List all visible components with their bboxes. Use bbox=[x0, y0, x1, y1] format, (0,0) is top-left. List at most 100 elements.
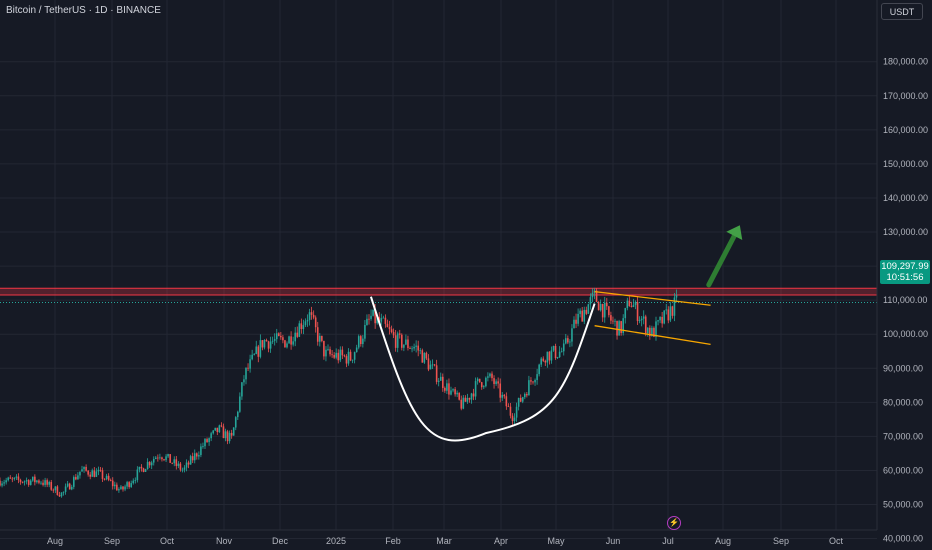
candle-body bbox=[245, 367, 247, 380]
candle-body bbox=[17, 476, 20, 480]
candle-body bbox=[499, 383, 501, 398]
candle-body bbox=[66, 483, 69, 487]
candle-body bbox=[48, 482, 50, 485]
candle-body bbox=[647, 327, 649, 334]
candle-body bbox=[673, 297, 676, 316]
candle-body bbox=[56, 486, 59, 496]
chart-grid bbox=[0, 0, 877, 540]
x-tick-label: 2025 bbox=[326, 536, 346, 546]
candle-body bbox=[427, 358, 430, 370]
y-tick-label: 100,000.00 bbox=[883, 329, 928, 339]
candle-body bbox=[278, 333, 280, 336]
candle-body bbox=[464, 397, 467, 402]
candlestick-series bbox=[0, 287, 678, 498]
candle-body bbox=[163, 459, 165, 461]
candle-body bbox=[294, 332, 296, 342]
candle-body bbox=[544, 360, 547, 363]
candle-body bbox=[357, 336, 360, 348]
candle-body bbox=[366, 318, 368, 325]
candle-body bbox=[144, 469, 147, 472]
candle-body bbox=[567, 338, 569, 343]
candle-body bbox=[40, 482, 42, 484]
candle-body bbox=[13, 477, 16, 479]
candle-body bbox=[540, 358, 542, 365]
candle-body bbox=[109, 480, 112, 481]
candle-body bbox=[618, 321, 620, 336]
candle-body bbox=[5, 480, 7, 483]
candle-body bbox=[224, 431, 227, 439]
candle-body bbox=[335, 352, 337, 358]
candle-body bbox=[437, 380, 440, 382]
candle-body bbox=[25, 480, 28, 482]
candle-body bbox=[218, 425, 221, 433]
candle-body bbox=[148, 461, 151, 466]
candle-body bbox=[665, 309, 668, 311]
candle-body bbox=[220, 425, 223, 427]
currency-button[interactable]: USDT bbox=[881, 3, 923, 20]
candle-body bbox=[292, 341, 294, 345]
candle-body bbox=[589, 297, 592, 305]
resistance-zone[interactable] bbox=[0, 287, 877, 304]
candle-body bbox=[189, 456, 192, 465]
candle-body bbox=[419, 350, 422, 352]
candle-body bbox=[413, 346, 415, 349]
candle-body bbox=[536, 374, 538, 380]
candle-body bbox=[515, 406, 518, 418]
candle-body bbox=[206, 439, 208, 443]
candle-body bbox=[290, 336, 292, 345]
candle-body bbox=[548, 351, 551, 361]
candle-body bbox=[466, 397, 469, 402]
candle-body bbox=[364, 324, 366, 339]
candle-body bbox=[204, 439, 206, 447]
y-tick-label: 40,000.00 bbox=[883, 534, 923, 544]
time-axis[interactable]: Aug Sep Oct Nov Dec 2025 Feb Mar Apr May Jun Jul Aug… bbox=[0, 529, 877, 546]
candle-body bbox=[360, 336, 362, 345]
candle-body bbox=[314, 317, 317, 328]
candle-body bbox=[99, 469, 102, 471]
candle-body bbox=[626, 300, 629, 309]
candle-body bbox=[214, 427, 217, 431]
candle-body bbox=[282, 337, 284, 341]
candle-body bbox=[458, 392, 460, 400]
y-tick-label: 130,000.00 bbox=[883, 227, 928, 237]
candle-body bbox=[191, 456, 194, 461]
candle-body bbox=[524, 394, 526, 398]
candle-body bbox=[347, 351, 350, 364]
candle-body bbox=[79, 471, 81, 476]
candle-body bbox=[91, 470, 94, 477]
candle-body bbox=[196, 453, 198, 457]
candle-body bbox=[585, 309, 588, 314]
y-tick-label: 90,000.00 bbox=[883, 363, 923, 373]
candle-body bbox=[138, 466, 141, 470]
lightning-icon[interactable]: ⚡ bbox=[667, 516, 681, 530]
chart-drawings[interactable] bbox=[369, 225, 743, 442]
candle-body bbox=[68, 483, 71, 490]
resistance-band bbox=[0, 288, 877, 296]
candle-body bbox=[175, 459, 178, 466]
x-tick-label: Aug bbox=[47, 536, 63, 546]
candle-body bbox=[454, 389, 456, 395]
candle-body bbox=[355, 347, 358, 353]
candle-body bbox=[343, 355, 346, 357]
candle-body bbox=[237, 411, 239, 418]
candle-body bbox=[657, 320, 659, 322]
y-tick-label: 110,000.00 bbox=[883, 295, 927, 305]
candle-body bbox=[636, 301, 639, 322]
candle-body bbox=[552, 345, 555, 351]
cup-curve bbox=[369, 296, 596, 442]
candle-body bbox=[528, 380, 530, 396]
breakout-arrow-head bbox=[726, 225, 743, 241]
candle-body bbox=[671, 306, 674, 316]
candle-body bbox=[42, 482, 44, 485]
candle-body bbox=[439, 376, 442, 381]
candle-body bbox=[663, 310, 665, 324]
candle-body bbox=[606, 302, 608, 307]
candle-body bbox=[321, 335, 323, 341]
candle-body bbox=[560, 351, 563, 353]
candle-body bbox=[101, 470, 104, 479]
candle-body bbox=[187, 462, 190, 465]
candle-body bbox=[386, 323, 389, 328]
candle-body bbox=[526, 394, 528, 396]
candle-body bbox=[173, 459, 176, 464]
